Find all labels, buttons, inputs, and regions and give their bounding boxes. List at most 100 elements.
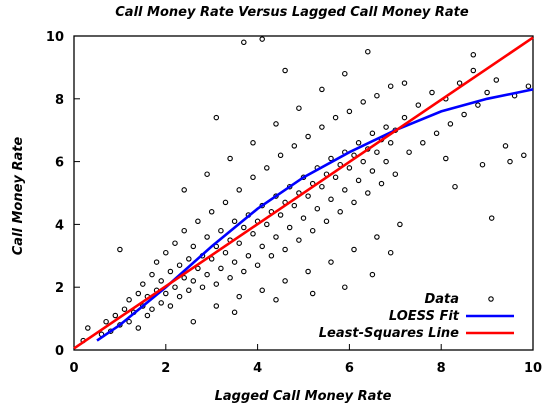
x-tick-label: 6 bbox=[345, 361, 354, 376]
data-point bbox=[273, 297, 279, 303]
data-point bbox=[401, 114, 408, 121]
data-point bbox=[112, 312, 119, 319]
data-point bbox=[282, 67, 288, 74]
data-point bbox=[346, 165, 353, 171]
data-point bbox=[296, 105, 302, 111]
data-point bbox=[273, 234, 279, 240]
data-point bbox=[250, 231, 256, 237]
chart-title: Call Money Rate Versus Lagged Call Money… bbox=[115, 5, 469, 20]
data-point bbox=[383, 158, 389, 165]
data-point bbox=[213, 281, 220, 287]
data-point bbox=[319, 124, 325, 130]
x-tick-label: 8 bbox=[437, 361, 446, 376]
data-point bbox=[245, 253, 252, 259]
y-tick-label: 8 bbox=[55, 93, 64, 108]
data-point bbox=[392, 171, 399, 177]
data-point bbox=[277, 212, 284, 218]
y-tick-label: 0 bbox=[55, 344, 64, 359]
data-point bbox=[190, 318, 197, 325]
data-point bbox=[456, 80, 463, 86]
data-point bbox=[374, 92, 380, 99]
data-point bbox=[447, 121, 454, 127]
data-point bbox=[323, 218, 330, 225]
data-point bbox=[319, 86, 325, 93]
data-point bbox=[346, 108, 353, 115]
data-point bbox=[213, 114, 220, 121]
data-point bbox=[484, 89, 490, 96]
data-point bbox=[355, 140, 362, 146]
data-point bbox=[309, 227, 316, 234]
data-point bbox=[218, 227, 224, 234]
x-tick-label: 10 bbox=[524, 361, 542, 376]
data-point bbox=[443, 155, 449, 162]
data-point bbox=[167, 303, 174, 309]
legend-label-loess: LOESS Fit bbox=[389, 309, 460, 324]
data-point bbox=[488, 215, 495, 221]
data-point bbox=[300, 215, 307, 221]
data-point bbox=[433, 130, 440, 137]
y-tick-label: 6 bbox=[55, 156, 64, 171]
least-squares-line bbox=[73, 36, 534, 350]
data-point bbox=[204, 234, 210, 240]
data-point bbox=[195, 218, 201, 225]
data-point bbox=[231, 218, 238, 225]
data-point bbox=[241, 39, 247, 46]
data-point bbox=[291, 202, 298, 209]
data-point bbox=[305, 193, 311, 199]
data-point bbox=[186, 287, 192, 294]
data-point bbox=[374, 234, 380, 240]
data-point bbox=[507, 158, 513, 165]
x-tick-label: 4 bbox=[253, 361, 262, 376]
data-point bbox=[282, 246, 288, 253]
loess-fit-line bbox=[96, 88, 534, 342]
data-point bbox=[140, 303, 146, 309]
y-tick-label: 10 bbox=[46, 30, 64, 45]
data-point bbox=[241, 224, 247, 231]
data-point bbox=[126, 297, 132, 303]
data-point bbox=[181, 187, 187, 193]
data-point bbox=[277, 152, 284, 159]
plot-frame bbox=[73, 35, 534, 351]
data-point bbox=[291, 143, 298, 149]
data-point bbox=[493, 77, 500, 83]
data-point bbox=[342, 70, 348, 77]
data-point bbox=[176, 262, 183, 268]
data-point bbox=[259, 36, 265, 42]
data-point bbox=[502, 143, 509, 149]
data-point bbox=[204, 271, 210, 278]
data-point bbox=[222, 199, 229, 206]
x-axis-ticks: 0 2 4 6 8 10 bbox=[69, 344, 542, 376]
data-point bbox=[401, 80, 408, 86]
data-point bbox=[158, 278, 164, 284]
data-point bbox=[387, 83, 394, 89]
data-point bbox=[85, 325, 91, 331]
data-point bbox=[470, 52, 477, 58]
data-point bbox=[305, 268, 311, 275]
data-point bbox=[213, 303, 220, 309]
data-point bbox=[153, 259, 160, 265]
data-point bbox=[264, 165, 270, 171]
data-point bbox=[365, 190, 371, 196]
data-point bbox=[190, 278, 197, 284]
data-point bbox=[236, 293, 242, 300]
data-point bbox=[186, 256, 192, 262]
legend: Data LOESS Fit Least-Squares Line bbox=[319, 292, 514, 341]
data-point bbox=[250, 140, 256, 146]
data-point bbox=[319, 183, 325, 190]
data-point bbox=[135, 290, 142, 297]
legend-label-least-squares: Least-Squares Line bbox=[319, 326, 459, 341]
data-point bbox=[286, 224, 293, 231]
data-point bbox=[378, 180, 385, 187]
data-point bbox=[176, 293, 183, 300]
data-point bbox=[135, 325, 142, 331]
data-point bbox=[140, 281, 146, 287]
data-point bbox=[351, 199, 357, 206]
data-point bbox=[103, 318, 109, 325]
data-point bbox=[259, 287, 265, 294]
data-point bbox=[268, 253, 275, 259]
data-point bbox=[397, 221, 403, 228]
data-point bbox=[204, 171, 210, 177]
data-point bbox=[163, 290, 169, 297]
data-point bbox=[172, 240, 178, 246]
